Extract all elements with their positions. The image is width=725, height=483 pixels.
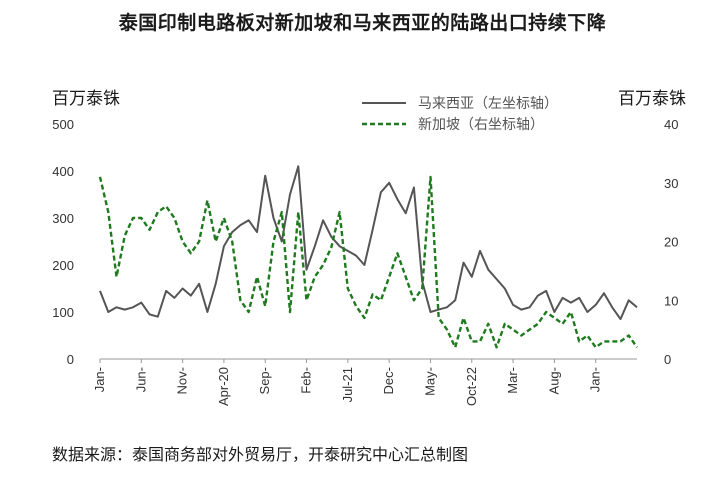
legend-label-malaysia: 马来西亚（左坐标轴） bbox=[418, 96, 558, 112]
legend: 马来西亚（左坐标轴） 新加坡（右坐标轴） bbox=[355, 90, 600, 136]
right-axis-tick-label: 10 bbox=[664, 293, 678, 308]
left-axis-tick-label: 200 bbox=[52, 258, 74, 273]
x-axis-tick-label: Jul-21 bbox=[340, 367, 355, 402]
x-axis-tick-label: Jan- bbox=[588, 367, 603, 392]
malaysia-series-line bbox=[99, 165, 638, 321]
x-axis-tick-label: Apr-20 bbox=[216, 367, 231, 406]
x-axis-tick-label: Dec- bbox=[381, 367, 396, 394]
x-axis-tick-label: May- bbox=[422, 367, 437, 396]
x-axis-tick-label: Jan- bbox=[92, 367, 107, 392]
source-note: 数据来源：泰国商务部对外贸易厅，开泰研究中心汇总制图 bbox=[52, 445, 469, 464]
singapore-series-line bbox=[98, 175, 638, 349]
x-axis-tick-label: Nov- bbox=[175, 367, 190, 394]
x-axis-tick-label: Jun- bbox=[133, 367, 148, 392]
left-axis-tick-label: 0 bbox=[67, 352, 74, 367]
right-axis-tick-label: 30 bbox=[664, 176, 678, 191]
right-axis-tick-label: 0 bbox=[664, 352, 671, 367]
left-axis-tick-label: 100 bbox=[52, 305, 74, 320]
left-axis-tick-label: 500 bbox=[52, 117, 74, 132]
legend-background bbox=[355, 90, 600, 136]
left-axis-tick-label: 300 bbox=[52, 211, 74, 226]
left-axis-tick-label: 400 bbox=[52, 164, 74, 179]
x-axis-tick-label: Aug- bbox=[546, 367, 561, 394]
right-axis-tick-label: 20 bbox=[664, 235, 678, 250]
legend-label-singapore: 新加坡（右坐标轴） bbox=[418, 117, 544, 133]
chart-title: 泰国印制电路板对新加坡和马来西亚的陆路出口持续下降 bbox=[118, 12, 607, 34]
x-axis-tick-label: Mar- bbox=[505, 367, 520, 394]
x-axis-tick-label: Oct-22 bbox=[464, 367, 479, 406]
x-axis-tick-label: Sep- bbox=[257, 367, 272, 394]
right-axis-unit: 百万泰铢 bbox=[618, 89, 686, 109]
right-axis-tick-label: 40 bbox=[664, 117, 678, 132]
left-axis-unit: 百万泰铢 bbox=[52, 89, 120, 109]
x-axis-tick-label: Feb- bbox=[299, 367, 314, 394]
